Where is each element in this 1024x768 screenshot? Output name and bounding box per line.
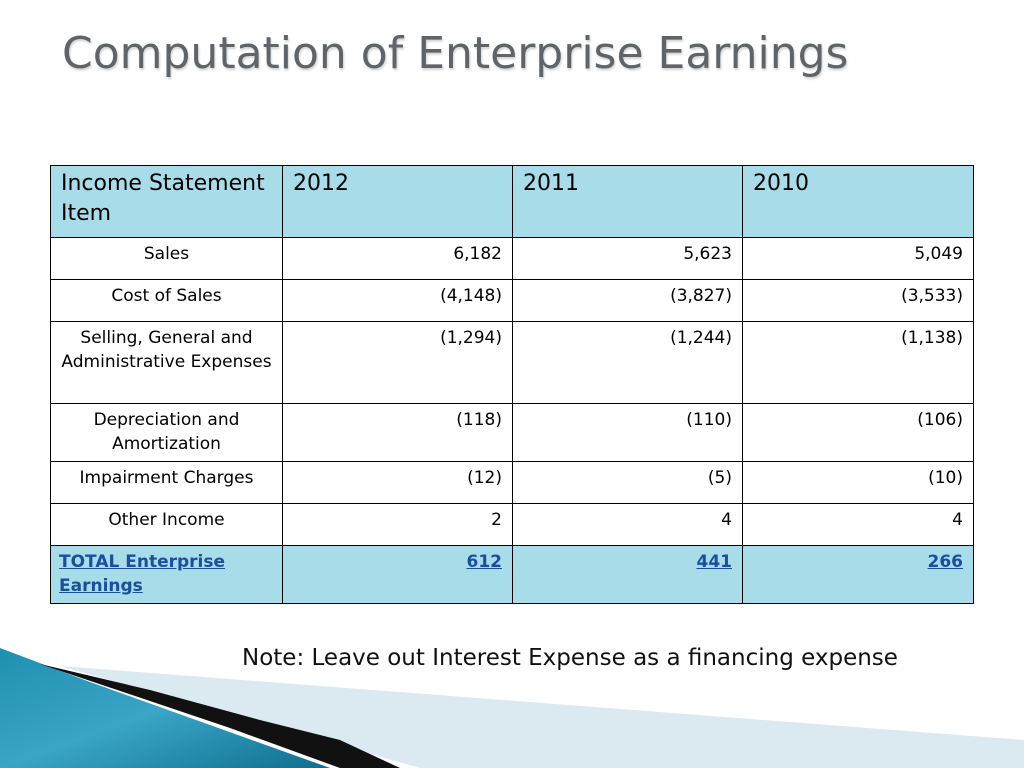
decorative-swoosh: [0, 648, 1024, 768]
table-cell: (1,244): [512, 321, 743, 404]
total-cell: 266: [742, 545, 974, 604]
table-row: Other Income 2 4 4: [50, 503, 974, 546]
footnote: Note: Leave out Interest Expense as a fi…: [242, 645, 898, 671]
table-cell: (118): [282, 403, 513, 462]
table-cell: (4,148): [282, 279, 513, 322]
table-cell: (5): [512, 461, 743, 504]
row-label: Sales: [50, 237, 283, 280]
table-header-row: Income Statement Item 2012 2011 2010: [50, 165, 974, 238]
total-cell: 441: [512, 545, 743, 604]
table-cell: 2: [282, 503, 513, 546]
row-label: Impairment Charges: [50, 461, 283, 504]
table-row: Impairment Charges (12) (5) (10): [50, 461, 974, 504]
column-header: 2011: [512, 165, 743, 238]
column-header: Income Statement Item: [50, 165, 283, 238]
row-label: Selling, General and Administrative Expe…: [50, 321, 283, 404]
table-cell: 4: [742, 503, 974, 546]
row-label: Depreciation and Amortization: [50, 403, 283, 462]
total-row: TOTAL Enterprise Earnings 612 441 266: [50, 545, 974, 604]
table-cell: 5,623: [512, 237, 743, 280]
table-cell: (1,294): [282, 321, 513, 404]
column-header: 2010: [742, 165, 974, 238]
table-cell: (3,533): [742, 279, 974, 322]
table-cell: (106): [742, 403, 974, 462]
swoosh-blue-band: [0, 648, 330, 768]
enterprise-earnings-table: Income Statement Item 2012 2011 2010 Sal…: [50, 165, 974, 604]
table-row: Sales 6,182 5,623 5,049: [50, 237, 974, 280]
table-row: Selling, General and Administrative Expe…: [50, 321, 974, 404]
swoosh-light-band: [60, 666, 1024, 768]
swoosh-black-band: [40, 664, 400, 768]
table-cell: (1,138): [742, 321, 974, 404]
row-label: Cost of Sales: [50, 279, 283, 322]
total-label: TOTAL Enterprise Earnings: [50, 545, 283, 604]
table-cell: 4: [512, 503, 743, 546]
table-row: Depreciation and Amortization (118) (110…: [50, 403, 974, 462]
table-cell: (110): [512, 403, 743, 462]
table-cell: 6,182: [282, 237, 513, 280]
table-cell: (10): [742, 461, 974, 504]
table-row: Cost of Sales (4,148) (3,827) (3,533): [50, 279, 974, 322]
table-cell: 5,049: [742, 237, 974, 280]
table-cell: (3,827): [512, 279, 743, 322]
slide-title: Computation of Enterprise Earnings: [62, 28, 849, 79]
column-header: 2012: [282, 165, 513, 238]
row-label: Other Income: [50, 503, 283, 546]
total-cell: 612: [282, 545, 513, 604]
table-cell: (12): [282, 461, 513, 504]
